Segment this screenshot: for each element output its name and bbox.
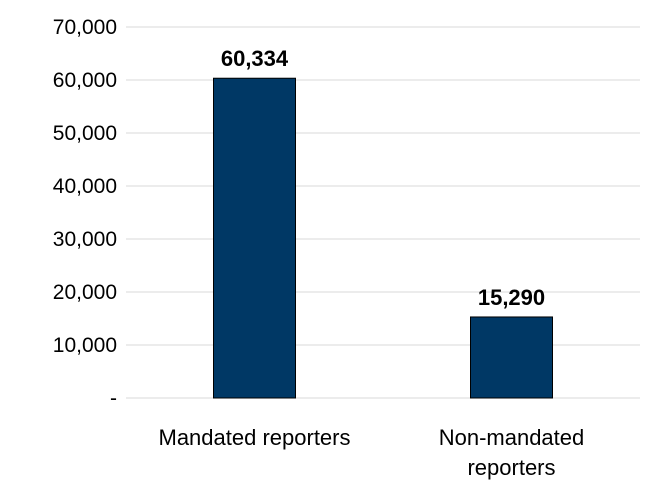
x-category-label: reporters [467, 455, 555, 480]
bars [213, 77, 553, 399]
y-tick-label: - [110, 387, 117, 410]
y-tick-label: 60,000 [53, 69, 117, 92]
y-tick-label: 10,000 [53, 334, 117, 357]
y-tick-label: 70,000 [53, 16, 117, 39]
data-label: 15,290 [478, 285, 545, 310]
bar [470, 316, 553, 399]
y-axis-tick-labels: - 10,000 20,000 30,000 40,000 50,000 60,000 70,… [53, 16, 117, 410]
x-axis-category-labels: Mandated reporters Non-mandated reporters [159, 425, 585, 480]
data-labels: 60,334 15,290 [221, 46, 545, 310]
y-tick-label: 30,000 [53, 228, 117, 251]
data-label: 60,334 [221, 46, 289, 71]
x-category-label: Non-mandated [439, 425, 585, 450]
bar [213, 77, 296, 399]
x-category-label: Mandated reporters [159, 425, 351, 450]
y-tick-label: 40,000 [53, 175, 117, 198]
y-tick-label: 50,000 [53, 122, 117, 145]
gridlines [126, 26, 640, 399]
y-tick-label: 20,000 [53, 281, 117, 304]
